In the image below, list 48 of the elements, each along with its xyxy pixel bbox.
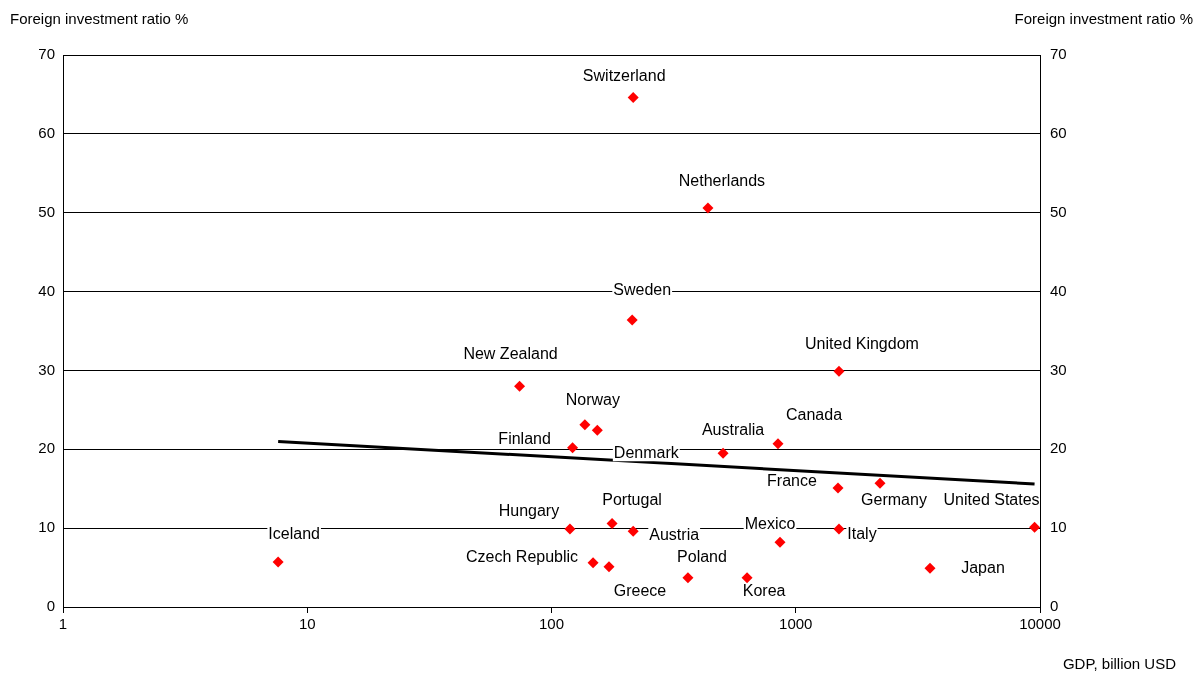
- y2-axis-title: Foreign investment ratio %: [1014, 10, 1193, 27]
- annotation: Portugal: [602, 490, 662, 508]
- y-tick-label: 30: [38, 360, 55, 378]
- annotation: Japan: [961, 558, 1005, 576]
- annotation: Austria: [649, 525, 700, 543]
- annotation: Netherlands: [678, 172, 766, 190]
- annotation: Canada: [785, 406, 843, 424]
- annotation: Poland: [677, 548, 727, 566]
- y2-tick-label: 30: [1050, 360, 1067, 378]
- annotation: Czech Republic: [466, 548, 579, 566]
- annotation: Germany: [861, 490, 927, 508]
- y-tick-label: 10: [38, 518, 55, 536]
- y-tick-label: 60: [38, 124, 55, 141]
- y2-tick-label: 60: [1050, 124, 1067, 141]
- annotation: Switzerland: [582, 66, 666, 84]
- annotation: Italy: [847, 525, 877, 543]
- annotation: Mexico: [744, 514, 796, 532]
- annotation: United States: [943, 490, 1040, 508]
- y2-tick-label: 10: [1050, 518, 1067, 536]
- annotation: Hungary: [498, 502, 560, 520]
- annotation: Sweden: [613, 281, 672, 299]
- y-axis-title: Foreign investment ratio %: [10, 10, 189, 27]
- y-tick-label: 40: [38, 281, 55, 299]
- y-tick-label: 50: [38, 202, 55, 220]
- y2-tick-label: 0: [1050, 597, 1059, 615]
- annotation: New Zealand: [463, 344, 558, 362]
- x-tick-label: 10000: [1019, 615, 1061, 633]
- annotation: Iceland: [268, 525, 320, 543]
- x-axis-title: GDP, billion USD: [1062, 655, 1176, 672]
- x-tick-label: 1000: [779, 615, 813, 633]
- annotation: Norway: [565, 391, 621, 409]
- x-tick-label: 1: [58, 615, 68, 633]
- y2-tick-label: 70: [1050, 45, 1067, 63]
- annotation: Finland: [498, 430, 551, 448]
- annotation: Australia: [701, 420, 765, 438]
- x-tick-label: 100: [538, 615, 565, 633]
- y-tick-label: 70: [38, 45, 55, 63]
- y2-tick-label: 20: [1050, 439, 1067, 457]
- annotation: Korea: [742, 582, 786, 600]
- annotation: United Kingdom: [805, 334, 919, 352]
- annotation: Greece: [613, 582, 667, 600]
- y-tick-label: 20: [38, 439, 55, 457]
- x-tick-label: 10: [298, 615, 316, 633]
- y2-tick-label: 40: [1050, 281, 1067, 299]
- annotation: Denmark: [613, 443, 680, 461]
- annotation: France: [767, 472, 817, 490]
- y-tick-label: 0: [46, 597, 55, 615]
- y2-tick-label: 50: [1050, 202, 1067, 220]
